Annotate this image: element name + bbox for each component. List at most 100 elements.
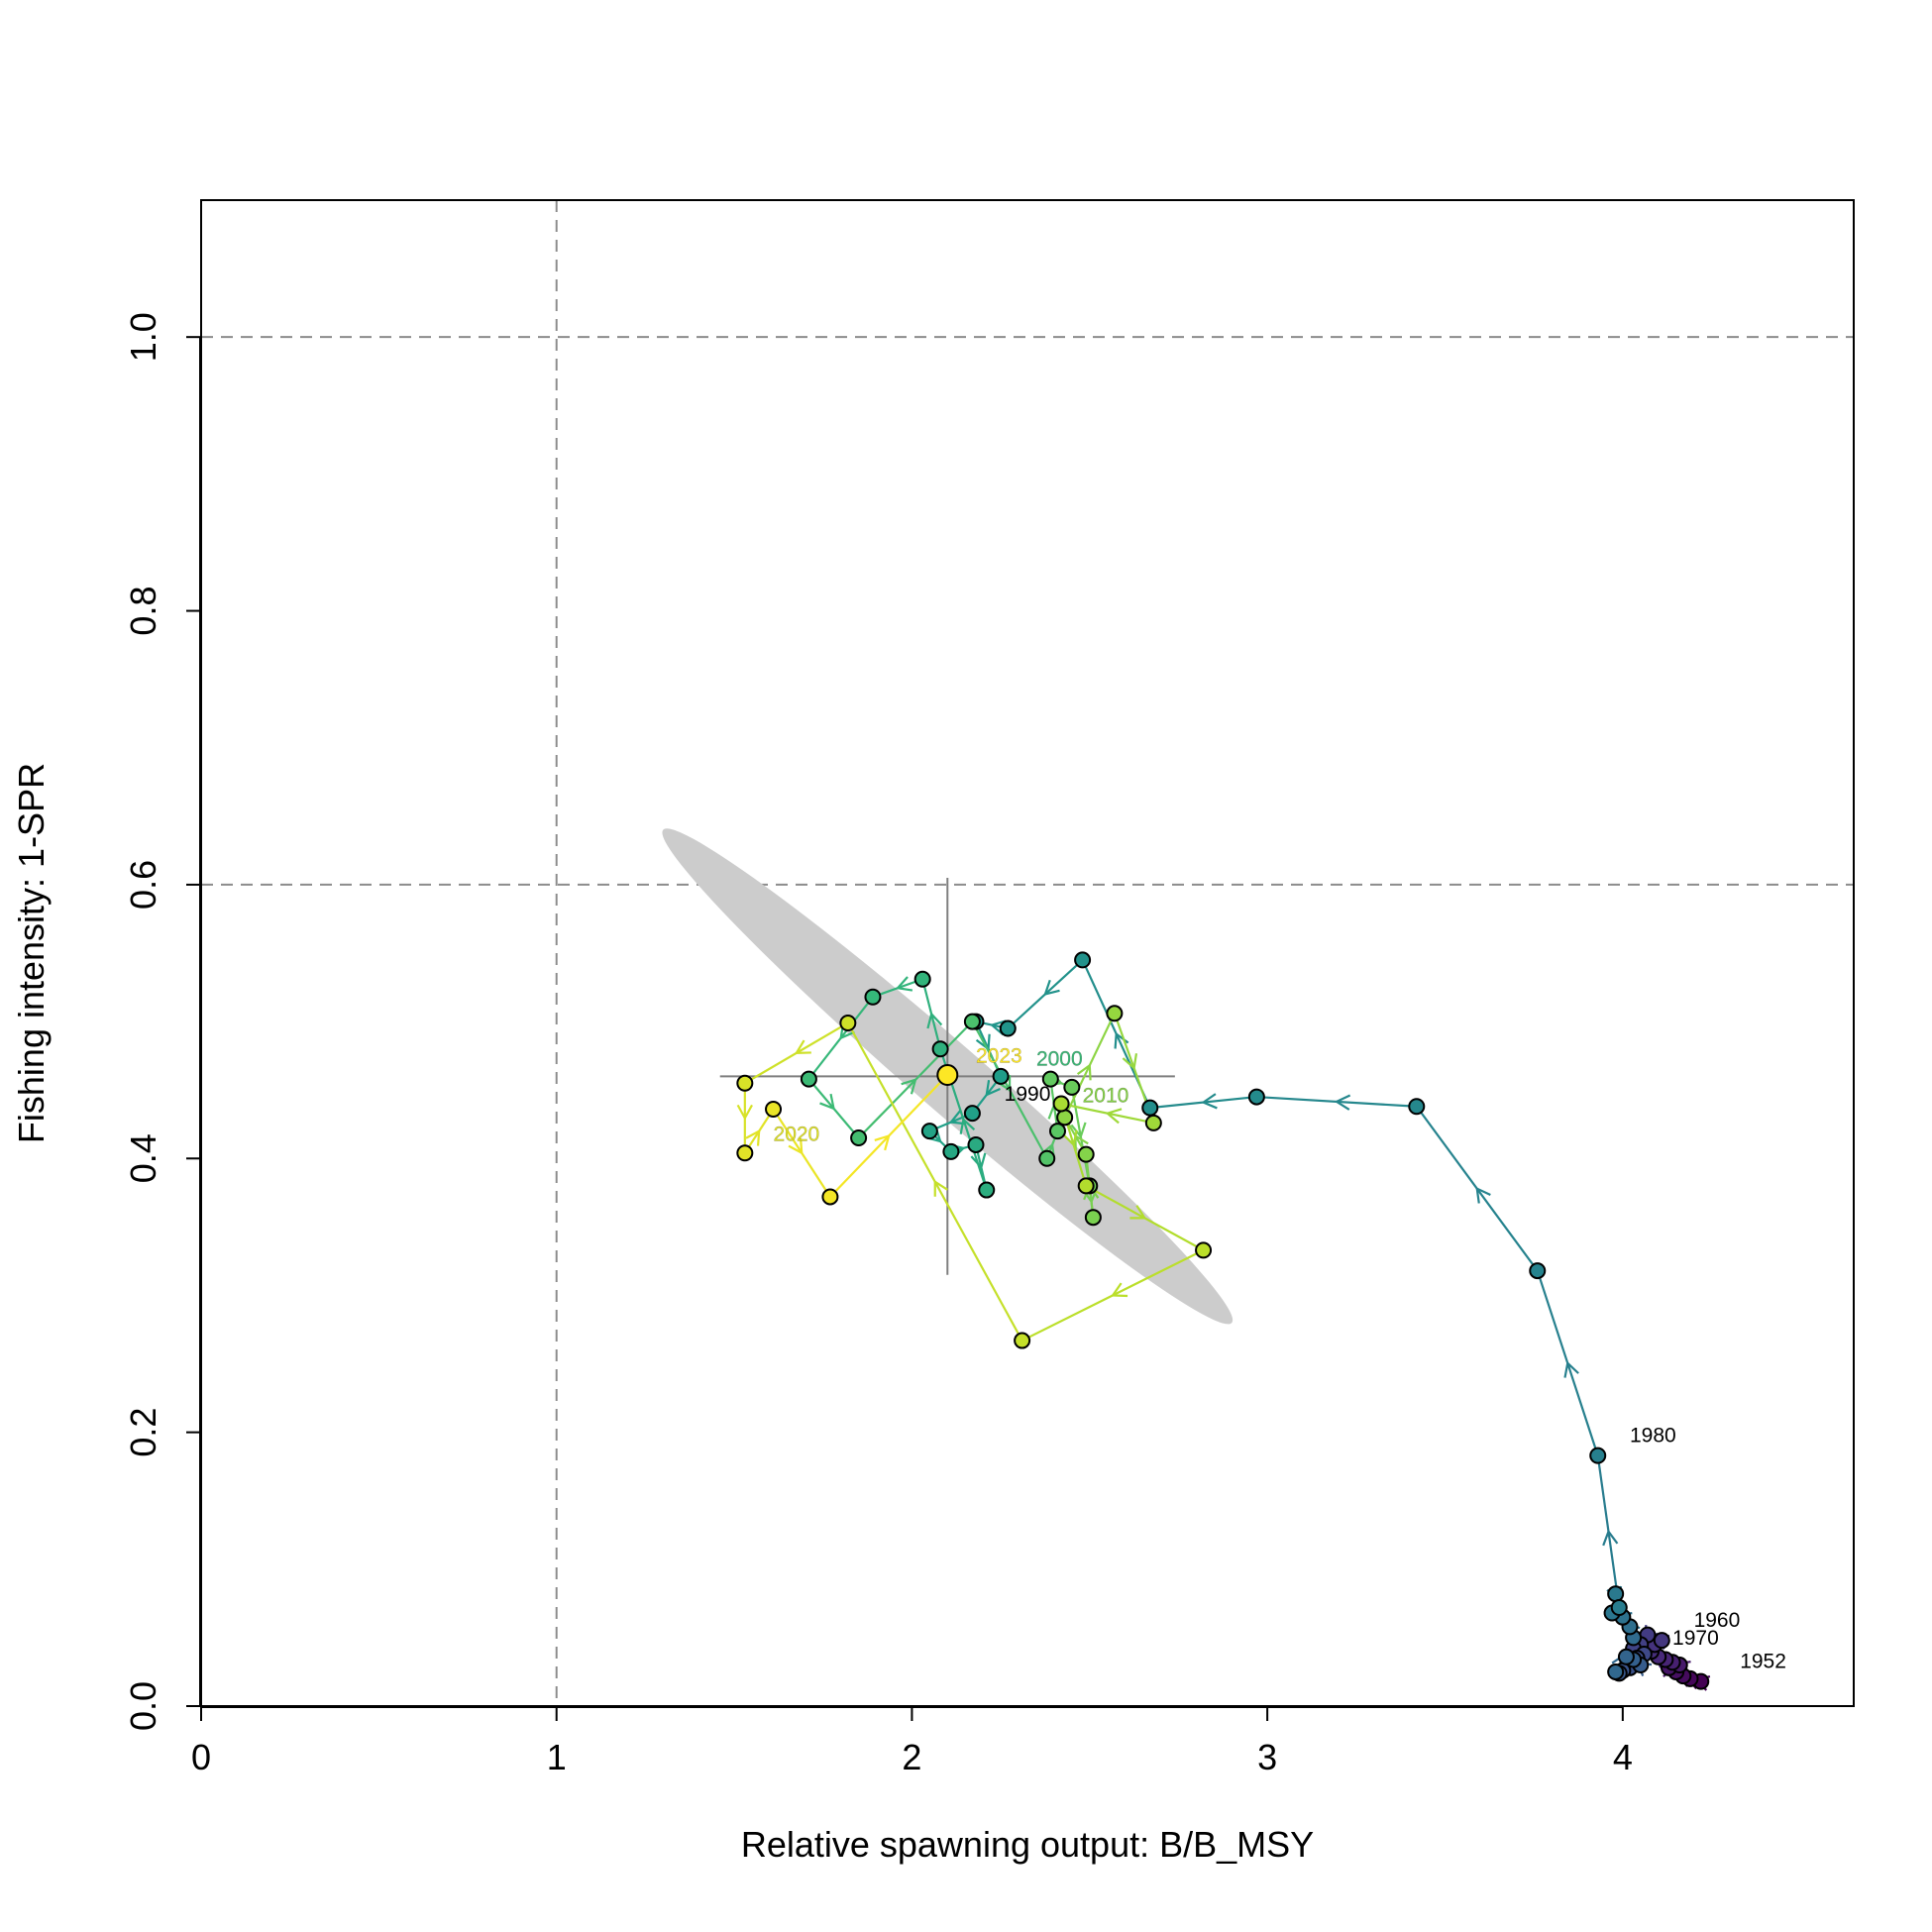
data-point <box>1106 1005 1124 1022</box>
trajectory-arrow <box>1122 1053 1138 1071</box>
y-tick-label: 0.8 <box>123 587 163 636</box>
trajectory-arrow <box>1076 1063 1092 1081</box>
trajectory-arrow <box>985 1080 1001 1097</box>
data-point <box>1014 1332 1031 1349</box>
year-label: 2000 <box>1036 1047 1083 1070</box>
data-point <box>1141 1099 1159 1117</box>
year-label: 1970 <box>1672 1627 1719 1650</box>
x-axis-label: Relative spawning output: B/B_MSY <box>741 1824 1314 1865</box>
y-tick-label: 0.4 <box>123 1133 163 1183</box>
year-label: 1960 <box>1694 1609 1741 1632</box>
trajectory-arrow <box>1334 1094 1351 1111</box>
data-point <box>864 988 882 1006</box>
data-point <box>1041 1070 1059 1088</box>
trajectory-arrow <box>989 1020 1007 1036</box>
data-points <box>736 951 1710 1690</box>
data-point <box>920 1123 938 1140</box>
trajectory-arrow <box>895 976 913 992</box>
data-point <box>1607 1663 1625 1680</box>
final-year-point <box>936 1063 959 1086</box>
trajectory-arrow <box>1043 979 1060 997</box>
year-label: 1990 <box>1005 1083 1051 1106</box>
data-point <box>1144 1114 1162 1131</box>
data-point <box>1056 1109 1074 1127</box>
year-label: 1952 <box>1740 1650 1786 1672</box>
x-tick-label: 4 <box>1613 1737 1633 1777</box>
data-point <box>736 1144 754 1162</box>
data-point <box>1607 1585 1625 1603</box>
data-point <box>1617 1648 1635 1665</box>
data-point <box>1408 1098 1426 1116</box>
trajectory <box>736 959 1711 1691</box>
data-point <box>1195 1241 1213 1259</box>
data-point <box>1653 1632 1670 1650</box>
trajectory-arrow <box>1563 1360 1579 1378</box>
data-point <box>931 1040 949 1058</box>
year-label: 2020 <box>774 1123 820 1145</box>
data-point <box>1038 1149 1056 1167</box>
year-label: 1980 <box>1630 1424 1676 1447</box>
trajectory-arrow <box>1105 1108 1123 1125</box>
data-point <box>967 1135 985 1153</box>
x-tick-label: 3 <box>1257 1737 1277 1777</box>
trajectory-arrow <box>745 1128 761 1146</box>
data-point <box>1247 1088 1265 1106</box>
trajectory-arrow <box>1602 1529 1619 1547</box>
data-point <box>913 970 931 988</box>
axes: 0 1 2 3 4 0.0 0.2 0.4 0.6 0.8 1.0 <box>123 312 1633 1777</box>
trajectory-arrow <box>970 1152 987 1170</box>
x-tick-label: 1 <box>547 1737 567 1777</box>
trajectory-arrow <box>736 1104 753 1121</box>
trajectory-arrow <box>788 1137 804 1155</box>
reference-lines <box>201 200 1854 1706</box>
data-point <box>800 1070 817 1088</box>
x-tick-label: 2 <box>902 1737 921 1777</box>
data-point <box>992 1067 1010 1085</box>
y-tick-label: 0.2 <box>123 1408 163 1457</box>
data-point <box>765 1101 783 1119</box>
trajectory-arrow <box>959 1117 976 1134</box>
data-point <box>963 1013 981 1030</box>
y-axis-label: Fishing intensity: 1-SPR <box>11 763 52 1143</box>
data-point <box>821 1188 839 1206</box>
data-point <box>1077 1145 1095 1163</box>
data-point <box>839 1014 857 1031</box>
trajectory-arrow <box>1070 1122 1087 1139</box>
data-point <box>1048 1123 1066 1140</box>
trajectory-arrow <box>794 1039 811 1055</box>
y-tick-label: 1.0 <box>123 312 163 362</box>
data-point <box>1063 1078 1081 1096</box>
trajectory-arrow <box>874 1133 891 1151</box>
data-point <box>1589 1447 1607 1464</box>
data-point <box>736 1074 754 1092</box>
trajectory-arrow <box>819 1093 835 1111</box>
year-label: 2023 <box>976 1045 1022 1068</box>
data-point <box>850 1129 868 1147</box>
data-point <box>1610 1599 1628 1617</box>
data-point <box>978 1181 996 1199</box>
trajectory-arrow <box>901 1078 917 1095</box>
year-label: 2010 <box>1083 1085 1129 1108</box>
trajectory-arrow <box>1111 1282 1128 1298</box>
trajectory-arrow <box>1129 1205 1147 1220</box>
data-point <box>1529 1262 1547 1280</box>
data-point <box>1074 951 1092 969</box>
trajectory-arrow <box>1062 1129 1078 1147</box>
data-point <box>1052 1095 1070 1113</box>
data-point <box>999 1020 1017 1037</box>
data-point <box>963 1105 981 1123</box>
data-point <box>1084 1209 1102 1227</box>
trajectory-arrow <box>1475 1186 1491 1204</box>
trajectory-arrow <box>926 1012 943 1029</box>
trajectory-arrow <box>948 1110 966 1126</box>
plot-frame <box>200 199 1855 1707</box>
data-point <box>942 1142 960 1160</box>
data-point <box>1077 1177 1095 1195</box>
trajectory-arrow <box>1201 1093 1218 1110</box>
x-tick-label: 0 <box>191 1737 211 1777</box>
y-tick-label: 0.0 <box>123 1681 163 1731</box>
y-tick-label: 0.6 <box>123 860 163 910</box>
trajectory-arrow <box>933 1179 948 1197</box>
